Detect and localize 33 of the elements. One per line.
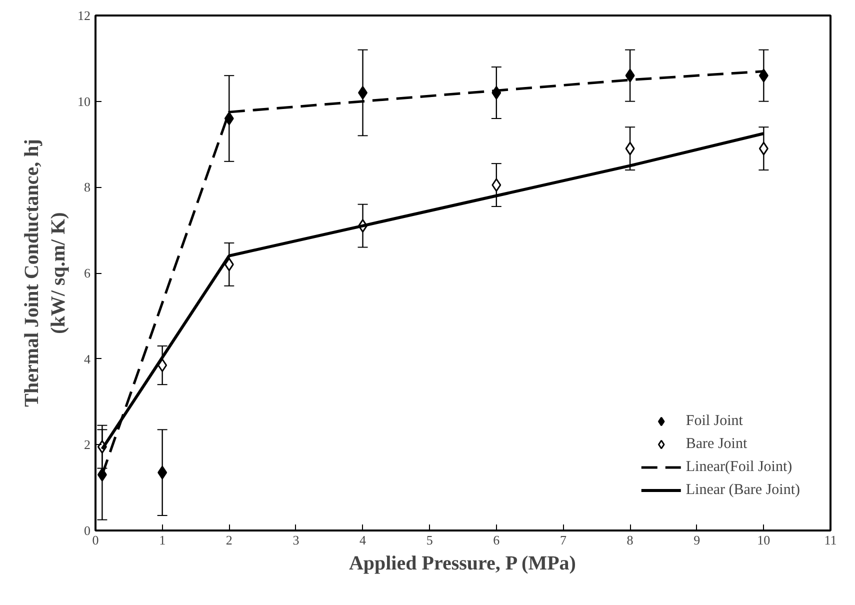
- y-tick-label: 4: [84, 351, 91, 366]
- x-tick-label: 1: [159, 532, 166, 548]
- legend-label: Foil Joint: [686, 412, 743, 430]
- point: [625, 142, 635, 156]
- x-tick-label: 10: [757, 532, 770, 548]
- x-tick-label: 3: [292, 532, 300, 548]
- point: [625, 68, 635, 82]
- x-tick-label: 8: [626, 532, 634, 548]
- x-tick-label: 2: [226, 532, 232, 548]
- point: [224, 258, 234, 272]
- point: [492, 178, 502, 192]
- legend-label: Linear(Foil Joint): [686, 458, 792, 476]
- legend-label: Linear (Bare Joint): [686, 482, 800, 498]
- y-axis-title: Thermal Joint Conductance, hj (kW/ sq.m/ K): [21, 139, 70, 407]
- y-tick-label: 12: [78, 8, 90, 23]
- y-tick-label: 8: [84, 180, 90, 195]
- x-tick-label: 6: [493, 532, 500, 548]
- point: [358, 86, 368, 100]
- x-tick-label: 4: [360, 532, 367, 548]
- point: [758, 68, 768, 82]
- y-tick-label: 0: [84, 523, 90, 538]
- y-tick-label: 6: [84, 266, 91, 280]
- point: [158, 466, 168, 480]
- point: [224, 112, 234, 126]
- x-tick-label: 5: [426, 532, 433, 548]
- y-tick-label: 2: [84, 437, 90, 452]
- x-tick-label: 7: [560, 532, 567, 548]
- y-tick-label: 10: [78, 94, 90, 109]
- x-tick-label: 9: [694, 532, 700, 548]
- x-tick-label: 11: [824, 532, 837, 548]
- point: [758, 142, 768, 156]
- legend-label: Bare Joint: [686, 436, 748, 452]
- x-axis-title: Applied Pressure, P (MPa): [348, 552, 576, 574]
